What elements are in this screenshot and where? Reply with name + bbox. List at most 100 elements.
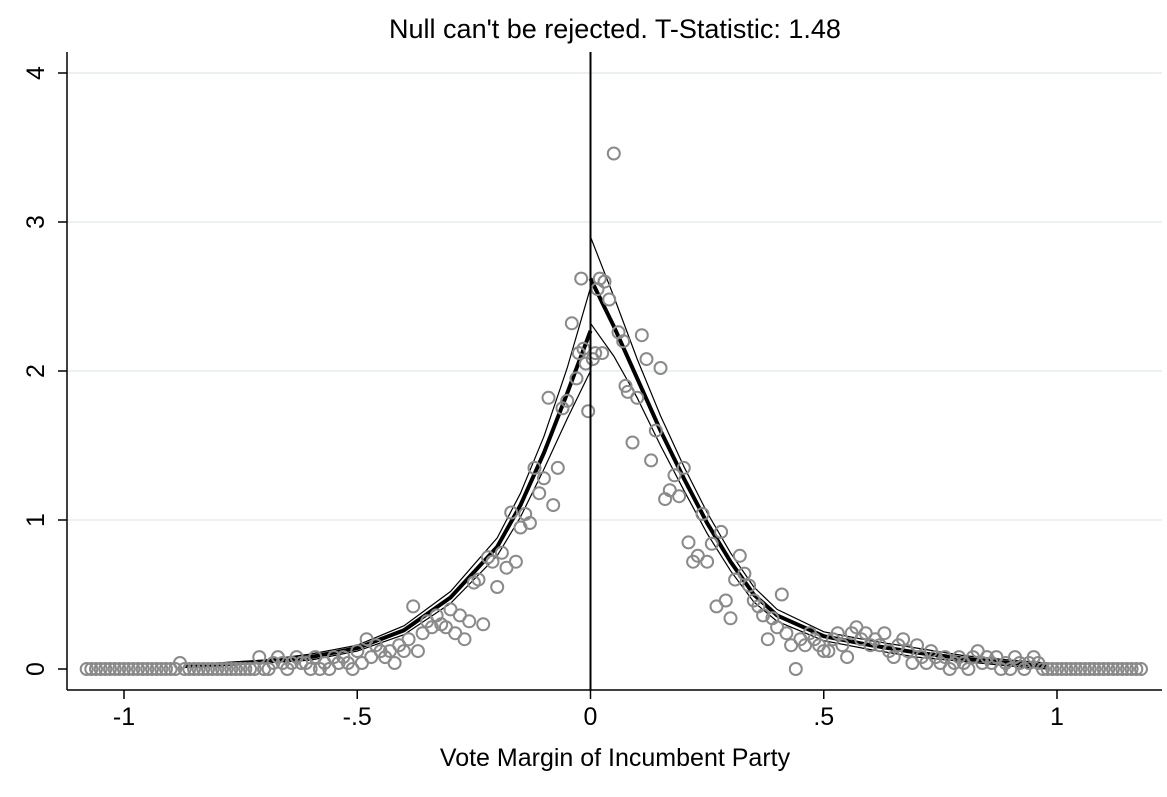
scatter-point [550,460,565,475]
scatter-point [774,587,789,602]
scatter-point [182,662,197,676]
scatter-point [117,662,131,676]
scatter-point [779,626,794,641]
scatter-point [723,611,738,626]
y-tick-label: 2 [22,364,50,378]
scatter-point [229,662,243,676]
scatter-point [1036,662,1050,676]
scatter-point [532,486,547,501]
grid-lines [67,72,1162,521]
scatter-point [187,662,201,676]
x-tick-label: 1 [1050,703,1064,731]
scatter-point [961,662,976,676]
scatter-point [191,662,206,676]
scatter-point [555,401,570,416]
scatter-point [737,566,752,581]
scatter-point [396,644,411,659]
scatter-point [835,638,850,653]
scatter-point [1059,662,1074,676]
scatter-point [424,620,439,635]
scatter-point [247,662,262,676]
y-tick-label: 0 [22,662,50,676]
scatter-point [578,356,593,371]
scatter-point [504,505,519,520]
scatter-point [667,468,682,483]
scatter-point [595,346,610,361]
scatter-point [788,662,803,676]
scatter-point [140,662,155,676]
scatter-point [840,650,855,665]
scatter-point [732,548,747,563]
scatter-points [79,146,1148,676]
scatter-point [1054,662,1069,676]
scatter-point [756,608,771,623]
scatter-point [1078,662,1092,676]
scatter-point [201,662,215,676]
scatter-point [238,662,253,676]
scatter-point [560,393,575,408]
scatter-point [581,404,596,419]
scatter-point [648,423,663,438]
scatter-point [816,644,831,659]
x-tick-label: -.5 [343,703,372,731]
scatter-point [107,662,122,676]
scatter-point [490,580,505,594]
scatter-point [243,662,257,676]
scatter-point [700,554,715,569]
scatter-point [457,632,472,647]
scatter-point [569,371,584,386]
scatter-point [145,662,159,676]
scatter-point [1110,662,1125,676]
scatter-point [196,662,211,676]
scatter-point [1082,662,1097,676]
scatter-point [1064,662,1078,676]
x-tick-label: .5 [813,703,834,731]
scatter-point [571,346,586,361]
scatter-point [606,146,621,161]
scatter-point [84,662,99,676]
scatter-point [1096,662,1111,676]
scatter-point [910,638,924,653]
scatter-point [672,489,687,504]
scatter-point [210,662,225,676]
scatter-point [877,626,892,641]
scatter-point [154,662,169,676]
scatter-point [634,328,649,343]
y-tick-label: 3 [22,215,50,229]
scatter-point [112,662,127,676]
scatter-point [126,662,141,676]
scatter-point [630,390,645,405]
scatter-point [1101,662,1116,676]
scatter-point [742,578,757,593]
scatter-point [1106,662,1120,676]
chart-title: Null can't be rejected. T-Statistic: 1.4… [389,14,841,44]
scatter-point [177,662,192,676]
x-axis-label: Vote Margin of Incumbent Party [440,744,791,772]
scatter-point [1129,662,1144,676]
scatter-point [233,662,248,676]
scatter-point [602,292,617,307]
scatter-point [135,662,150,676]
scatter-point [896,632,911,647]
scatter-point [644,453,659,468]
scatter-point [79,662,94,676]
scatter-point [588,346,603,361]
scatter-point [522,516,537,530]
scatter-point [485,554,500,569]
scatter-point [1050,662,1064,676]
scatter-point [303,662,318,676]
x-tick-label: 0 [584,703,598,731]
scatter-point [121,662,136,676]
scatter-point [476,617,491,632]
scatter-point [821,644,836,659]
scatter-point [597,274,612,289]
y-tick-label: 1 [22,513,50,527]
scatter-point [252,650,267,665]
y-tick-label: 4 [22,66,50,80]
scatter-point [387,656,402,670]
scatter-point [625,435,640,450]
scatter-point [1068,662,1083,676]
scatter-point [224,662,239,676]
x-tick-label: -1 [113,703,135,731]
